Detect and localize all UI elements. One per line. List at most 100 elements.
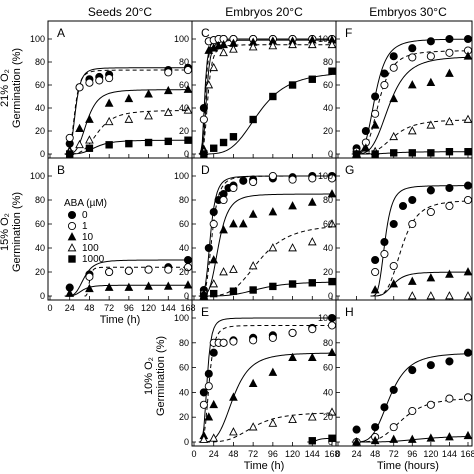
x-tick-label: 24 bbox=[209, 449, 219, 459]
data-point-aba-0 bbox=[408, 366, 417, 375]
data-point-aba-10 bbox=[426, 273, 436, 282]
x-tick-label: 72 bbox=[248, 449, 258, 459]
legend-label-aba-10: 10 bbox=[82, 232, 94, 243]
y-tick-label: 20 bbox=[323, 126, 333, 136]
data-point-aba-100 bbox=[288, 414, 297, 424]
data-point-aba-1 bbox=[105, 74, 114, 83]
data-point-aba-1 bbox=[85, 78, 94, 87]
x-tick-label: 24 bbox=[352, 449, 362, 459]
x-axis-label-col2: Time (h) bbox=[244, 460, 285, 472]
data-point-aba-1000 bbox=[288, 280, 297, 288]
data-point-aba-10 bbox=[463, 430, 473, 440]
data-point-aba-1000 bbox=[125, 139, 133, 148]
data-point-aba-10 bbox=[307, 197, 317, 206]
data-point-aba-1000 bbox=[184, 136, 192, 144]
data-point-aba-1 bbox=[389, 261, 398, 271]
y-tick-label: 20 bbox=[179, 126, 189, 136]
data-point-aba-1 bbox=[183, 66, 193, 75]
data-point-aba-0 bbox=[239, 176, 248, 185]
fit-curve-aba-10 bbox=[198, 352, 333, 443]
x-tick-label: 144 bbox=[442, 449, 457, 459]
data-point-aba-0 bbox=[445, 183, 454, 193]
data-point-aba-0 bbox=[408, 195, 417, 205]
data-point-aba-1000 bbox=[328, 67, 336, 75]
y-tick-label: 100 bbox=[174, 313, 189, 323]
data-point-aba-1 bbox=[371, 109, 380, 118]
column-header-embryos-30c: Embryos 30°C bbox=[369, 5, 447, 19]
data-point-aba-0 bbox=[408, 44, 417, 53]
y-tick-label: 40 bbox=[179, 243, 189, 253]
data-point-aba-1000 bbox=[445, 148, 454, 156]
data-point-aba-0 bbox=[398, 201, 408, 211]
x-tick-label: 144 bbox=[305, 449, 320, 459]
data-point-aba-100 bbox=[209, 279, 219, 288]
data-point-aba-10 bbox=[183, 280, 193, 289]
data-point-aba-10 bbox=[445, 68, 454, 77]
data-point-aba-1 bbox=[408, 219, 417, 229]
x-tick-label: 96 bbox=[268, 449, 278, 459]
data-point-aba-10 bbox=[389, 93, 399, 103]
data-point-aba-1000 bbox=[308, 75, 316, 83]
data-point-aba-0 bbox=[389, 219, 398, 229]
x-tick-label: 120 bbox=[285, 449, 300, 459]
data-point-aba-1 bbox=[463, 195, 473, 205]
data-point-aba-100 bbox=[426, 291, 436, 300]
fit-curve-aba-10 bbox=[351, 56, 469, 155]
y-tick-label: 80 bbox=[323, 195, 333, 205]
data-point-aba-0 bbox=[426, 186, 435, 195]
column-headers: Seeds 20°C Embryos 20°C Embryos 30°C bbox=[88, 5, 447, 19]
data-point-aba-100 bbox=[209, 62, 219, 72]
data-point-aba-10 bbox=[75, 123, 84, 133]
y-tick-label: 80 bbox=[179, 338, 189, 348]
data-point-aba-1000 bbox=[210, 144, 218, 152]
legend-marker-aba-0 bbox=[67, 210, 77, 220]
data-point-aba-0 bbox=[463, 181, 473, 190]
data-point-aba-10 bbox=[463, 267, 473, 276]
data-point-aba-1000 bbox=[328, 434, 336, 442]
data-point-aba-1000 bbox=[328, 277, 336, 286]
y-tick-label: 80 bbox=[35, 57, 45, 67]
data-point-aba-100 bbox=[85, 135, 94, 144]
y-axis-label-row1: Germination (%) bbox=[11, 48, 23, 128]
data-point-aba-1 bbox=[380, 80, 389, 90]
y-tick-label: 20 bbox=[35, 126, 45, 136]
data-point-aba-100 bbox=[288, 39, 297, 49]
data-point-aba-0 bbox=[380, 69, 389, 78]
x-tick-label: 48 bbox=[84, 303, 94, 313]
data-point-aba-0 bbox=[445, 357, 454, 366]
data-point-aba-10 bbox=[163, 281, 173, 290]
panel-f: F 0 20 40 60 80 100 bbox=[318, 20, 473, 159]
y-tick-label: 40 bbox=[179, 387, 189, 397]
legend-marker-aba-10 bbox=[67, 232, 77, 241]
data-point-aba-10 bbox=[248, 378, 258, 388]
x-tick-label: 144 bbox=[161, 303, 176, 313]
data-point-aba-1000 bbox=[308, 437, 316, 445]
data-point-aba-100 bbox=[219, 267, 228, 276]
y-tick-label: 80 bbox=[179, 57, 189, 67]
y-tick-label: 0 bbox=[184, 291, 189, 301]
data-point-aba-10 bbox=[183, 84, 193, 93]
data-point-aba-10 bbox=[229, 392, 238, 401]
data-point-aba-1000 bbox=[352, 150, 361, 158]
data-point-aba-10 bbox=[407, 276, 417, 285]
data-point-aba-100 bbox=[209, 433, 219, 442]
panel-letter: C bbox=[201, 26, 210, 40]
data-point-aba-100 bbox=[268, 40, 278, 50]
data-point-aba-1 bbox=[209, 219, 218, 229]
data-point-aba-10 bbox=[85, 114, 94, 123]
data-point-aba-1000 bbox=[249, 115, 257, 124]
data-point-aba-1 bbox=[380, 249, 389, 259]
legend-label-aba-1: 1 bbox=[82, 221, 88, 232]
data-point-aba-1000 bbox=[288, 81, 297, 89]
row-label-10-o2: 10% O₂ bbox=[143, 357, 155, 395]
data-point-aba-10 bbox=[219, 39, 228, 49]
data-point-aba-0 bbox=[380, 237, 389, 247]
data-point-aba-10 bbox=[288, 201, 297, 210]
data-point-aba-10 bbox=[204, 412, 214, 421]
x-tick-label: 48 bbox=[228, 449, 238, 459]
x-tick-label: 72 bbox=[389, 449, 399, 459]
data-point-aba-1 bbox=[229, 183, 238, 193]
data-point-aba-100 bbox=[463, 291, 473, 300]
